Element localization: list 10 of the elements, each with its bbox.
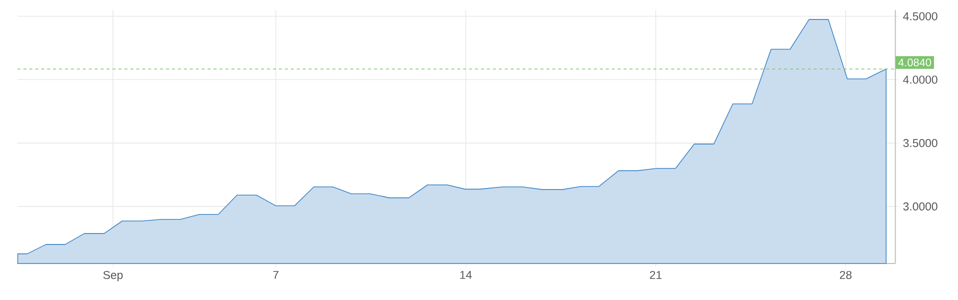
y-tick-label: 3.5000 [903,138,938,147]
x-tick-label: Sep [103,270,123,282]
x-tick-label: 14 [460,270,472,279]
x-tick-label: 28 [840,270,852,279]
x-tick-label: 21 [650,270,662,279]
ref-line-label: 4.0840 [898,58,932,66]
y-tick-label: 4.5000 [903,12,938,20]
y-tick-label: 3.0000 [903,202,938,210]
x-tick-label: 7 [273,270,278,279]
y-tick-label: 4.0000 [903,75,938,84]
